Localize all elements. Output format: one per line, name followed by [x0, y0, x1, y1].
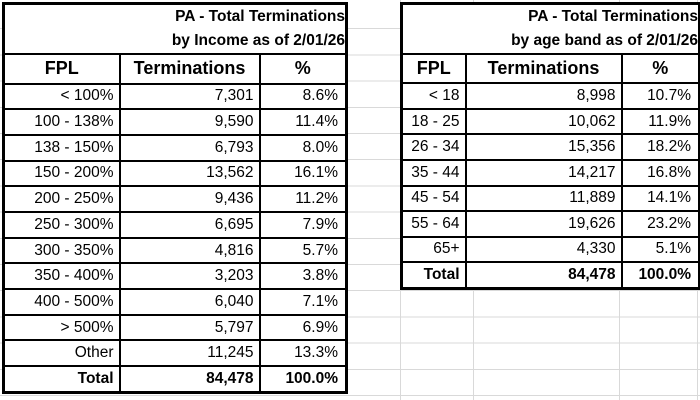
table-row: < 100% 7,301 8.6%	[2, 82, 348, 111]
table-row: Other 11,245 13.3%	[2, 339, 348, 368]
fpl-cell[interactable]: 138 - 150%	[2, 133, 121, 162]
percent-cell[interactable]: 11.4%	[258, 108, 348, 136]
header-fpl[interactable]: FPL	[2, 53, 121, 85]
fpl-cell[interactable]: 45 - 54	[400, 184, 467, 213]
total-row: Total 84,478 100.0%	[2, 365, 348, 394]
fpl-cell[interactable]: < 100%	[2, 82, 121, 111]
table-row: 100 - 138% 9,590 11.4%	[2, 108, 348, 136]
percent-cell[interactable]: 11.2%	[258, 185, 348, 213]
percent-cell[interactable]: 3.8%	[258, 262, 348, 291]
fpl-cell[interactable]: Total	[2, 365, 121, 394]
percent-cell[interactable]: 16.1%	[258, 159, 348, 188]
percent-cell[interactable]: 8.6%	[258, 82, 348, 111]
fpl-cell[interactable]: Other	[2, 339, 121, 368]
table-row: 200 - 250% 9,436 11.2%	[2, 185, 348, 213]
table-title-line2: by Income as of 2/01/26	[171, 32, 346, 49]
percent-cell[interactable]: 11.9%	[620, 107, 700, 136]
table-row: 400 - 500% 6,040 7.1%	[2, 288, 348, 316]
terminations-cell[interactable]: 4,330	[464, 235, 623, 264]
header-fpl[interactable]: FPL	[400, 52, 467, 85]
fpl-cell[interactable]: 150 - 200%	[2, 159, 121, 188]
table-title-line1: PA - Total Terminations	[528, 8, 699, 25]
income-table-title[interactable]: PA - Total Terminations by Income as of …	[2, 2, 348, 55]
fpl-cell[interactable]: 65+	[400, 235, 467, 264]
table-row: 250 - 300% 6,695 7.9%	[2, 210, 348, 239]
terminations-cell[interactable]: 6,695	[118, 210, 261, 239]
terminations-cell[interactable]: 5,797	[118, 313, 261, 342]
terminations-cell[interactable]: 11,889	[464, 184, 623, 213]
table-row: < 18 8,998 10.7%	[400, 82, 700, 110]
table-title-row: PA - Total Terminations by Income as of …	[2, 2, 348, 55]
fpl-cell[interactable]: > 500%	[2, 313, 121, 342]
table-title-row: PA - Total Terminations by age band as o…	[400, 2, 700, 55]
header-terminations[interactable]: Terminations	[464, 52, 623, 85]
percent-cell[interactable]: 5.7%	[258, 236, 348, 265]
fpl-cell[interactable]: 100 - 138%	[2, 108, 121, 136]
fpl-cell[interactable]: < 18	[400, 82, 467, 110]
terminations-cell[interactable]: 4,816	[118, 236, 261, 265]
terminations-cell[interactable]: 9,590	[118, 108, 261, 136]
percent-cell[interactable]: 16.8%	[620, 159, 700, 187]
terminations-cell[interactable]: 11,245	[118, 339, 261, 368]
terminations-cell[interactable]: 14,217	[464, 159, 623, 187]
percent-cell[interactable]: 23.2%	[620, 210, 700, 238]
fpl-cell[interactable]: 55 - 64	[400, 210, 467, 238]
table-header-row: FPL Terminations %	[2, 53, 348, 85]
terminations-cell[interactable]: 6,040	[118, 288, 261, 316]
table-row: 65+ 4,330 5.1%	[400, 235, 700, 264]
table-row: 35 - 44 14,217 16.8%	[400, 159, 700, 187]
fpl-cell[interactable]: 250 - 300%	[2, 210, 121, 239]
terminations-cell[interactable]: 15,356	[464, 133, 623, 162]
table-row: 300 - 350% 4,816 5.7%	[2, 236, 348, 265]
percent-cell[interactable]: 7.9%	[258, 210, 348, 239]
terminations-cell[interactable]: 84,478	[464, 261, 623, 290]
percent-cell[interactable]: 14.1%	[620, 184, 700, 213]
percent-cell[interactable]: 8.0%	[258, 133, 348, 162]
percent-cell[interactable]: 18.2%	[620, 133, 700, 162]
percent-cell[interactable]: 5.1%	[620, 235, 700, 264]
table-row: 55 - 64 19,626 23.2%	[400, 210, 700, 238]
age-band-terminations-table: PA - Total Terminations by age band as o…	[400, 2, 700, 290]
income-terminations-table: PA - Total Terminations by Income as of …	[2, 2, 349, 394]
total-row: Total 84,478 100.0%	[400, 261, 700, 290]
fpl-cell[interactable]: Total	[400, 261, 467, 290]
percent-cell[interactable]: 100.0%	[620, 261, 700, 290]
fpl-cell[interactable]: 350 - 400%	[2, 262, 121, 291]
header-percent[interactable]: %	[258, 53, 348, 85]
percent-cell[interactable]: 100.0%	[258, 365, 348, 394]
header-terminations[interactable]: Terminations	[118, 53, 261, 85]
table-row: 18 - 25 10,062 11.9%	[400, 107, 700, 136]
table-row: 350 - 400% 3,203 3.8%	[2, 262, 348, 291]
fpl-cell[interactable]: 26 - 34	[400, 133, 467, 162]
percent-cell[interactable]: 7.1%	[258, 288, 348, 316]
terminations-cell[interactable]: 8,998	[464, 82, 623, 110]
terminations-cell[interactable]: 6,793	[118, 133, 261, 162]
fpl-cell[interactable]: 18 - 25	[400, 107, 467, 136]
percent-cell[interactable]: 10.7%	[620, 82, 700, 110]
header-percent[interactable]: %	[620, 52, 700, 85]
terminations-cell[interactable]: 13,562	[118, 159, 261, 188]
age-table-title[interactable]: PA - Total Terminations by age band as o…	[400, 2, 700, 55]
terminations-cell[interactable]: 10,062	[464, 107, 623, 136]
table-header-row: FPL Terminations %	[400, 52, 700, 85]
fpl-cell[interactable]: 35 - 44	[400, 159, 467, 187]
table-title-line1: PA - Total Terminations	[175, 8, 346, 25]
fpl-cell[interactable]: 200 - 250%	[2, 185, 121, 213]
percent-cell[interactable]: 13.3%	[258, 339, 348, 368]
table-row: 45 - 54 11,889 14.1%	[400, 184, 700, 213]
terminations-cell[interactable]: 84,478	[118, 365, 261, 394]
table-title-line2: by age band as of 2/01/26	[511, 32, 699, 49]
terminations-cell[interactable]: 19,626	[464, 210, 623, 238]
terminations-cell[interactable]: 7,301	[118, 82, 261, 111]
terminations-cell[interactable]: 3,203	[118, 262, 261, 291]
table-row: 26 - 34 15,356 18.2%	[400, 133, 700, 162]
percent-cell[interactable]: 6.9%	[258, 313, 348, 342]
fpl-cell[interactable]: 300 - 350%	[2, 236, 121, 265]
table-row: 150 - 200% 13,562 16.1%	[2, 159, 348, 188]
table-row: 138 - 150% 6,793 8.0%	[2, 133, 348, 162]
fpl-cell[interactable]: 400 - 500%	[2, 288, 121, 316]
table-row: > 500% 5,797 6.9%	[2, 313, 348, 342]
terminations-cell[interactable]: 9,436	[118, 185, 261, 213]
